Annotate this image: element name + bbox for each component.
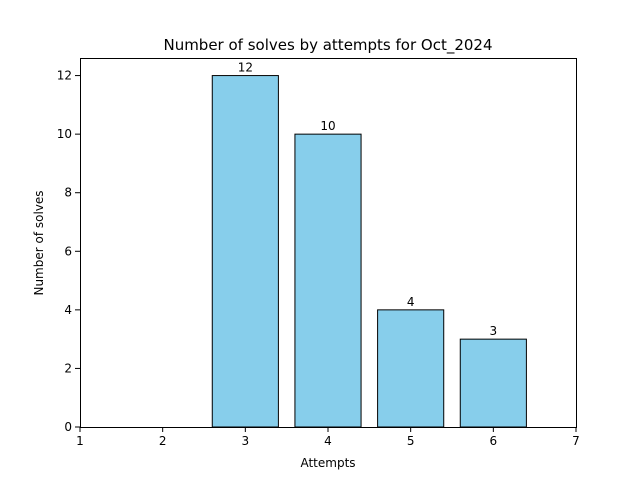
chart-title: Number of solves by attempts for Oct_202… [163, 36, 492, 55]
y-tick-label-2: 2 [64, 361, 72, 375]
data-label-attempts-6: 3 [490, 324, 498, 338]
bar-attempts-5 [377, 309, 445, 428]
data-label-attempts-3: 12 [238, 61, 253, 75]
y-tick-label-4: 4 [64, 303, 72, 317]
x-tick-label-7: 7 [572, 434, 580, 448]
x-tick-label-3: 3 [242, 434, 250, 448]
y-tick-label-6: 6 [64, 244, 72, 258]
x-tick-label-5: 5 [407, 434, 415, 448]
data-label-attempts-4: 10 [320, 119, 335, 133]
bar-attempts-3 [211, 75, 279, 428]
x-tick-label-1: 1 [76, 434, 84, 448]
x-axis-label: Attempts [300, 456, 355, 470]
data-label-attempts-5: 4 [407, 295, 415, 309]
y-tick-label-8: 8 [64, 186, 72, 200]
data-labels-group: 12 10 4 3 [238, 61, 497, 339]
x-axis-ticks: 1 2 3 4 5 6 7 [76, 427, 580, 448]
bar-attempts-4 [294, 133, 362, 428]
y-tick-label-0: 0 [64, 420, 72, 434]
y-axis-label: Number of solves [32, 190, 46, 295]
bars-group [211, 75, 527, 428]
bar-attempts-6 [459, 338, 527, 428]
x-tick-label-4: 4 [324, 434, 332, 448]
y-tick-label-12: 12 [57, 69, 72, 83]
x-tick-label-6: 6 [490, 434, 498, 448]
y-tick-label-10: 10 [57, 127, 72, 141]
y-axis-ticks: 0 2 4 6 8 10 12 [57, 69, 80, 434]
x-tick-label-2: 2 [159, 434, 167, 448]
